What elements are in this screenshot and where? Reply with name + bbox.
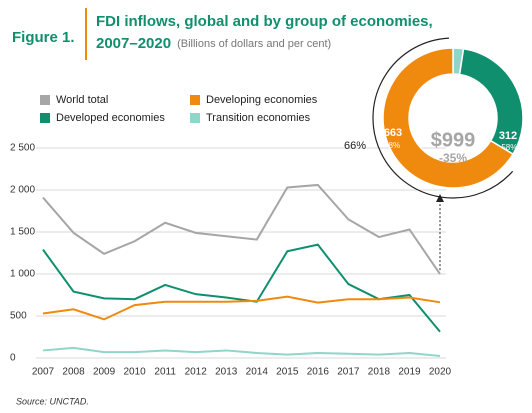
x-tick-label: 2012 bbox=[185, 367, 208, 378]
legend-swatch bbox=[190, 95, 200, 105]
x-tick-label: 2016 bbox=[307, 367, 330, 378]
legend-swatch bbox=[190, 113, 200, 123]
subtitle: (Billions of dollars and per cent) bbox=[177, 38, 331, 50]
chart-title-line2: 2007–2020 (Billions of dollars and per ce… bbox=[96, 35, 331, 52]
figure-label: Figure 1. bbox=[12, 29, 75, 46]
x-tick-label: 2008 bbox=[62, 367, 85, 378]
donut-change: -58% bbox=[499, 143, 518, 152]
donut-total-change: -35% bbox=[439, 151, 467, 165]
y-tick-label: 500 bbox=[10, 311, 27, 322]
legend-label: World total bbox=[56, 94, 108, 106]
y-tick-label: 1 500 bbox=[10, 227, 35, 238]
legend-label: Transition economies bbox=[206, 112, 311, 124]
donut-segment bbox=[382, 47, 514, 189]
x-tick-label: 2020 bbox=[429, 367, 452, 378]
x-tick-label: 2013 bbox=[215, 367, 238, 378]
legend-swatch bbox=[40, 113, 50, 123]
x-tick-label: 2011 bbox=[154, 367, 176, 378]
y-tick-label: 1 000 bbox=[10, 269, 35, 280]
legend-label: Developed economies bbox=[56, 112, 165, 124]
share-bracket bbox=[372, 37, 514, 199]
donut-value: 663 bbox=[384, 127, 402, 139]
donut-value: 312 bbox=[499, 130, 517, 142]
x-tick-label: 2007 bbox=[32, 367, 55, 378]
series-line bbox=[42, 243, 441, 333]
title-years: 2007–2020 bbox=[96, 35, 171, 52]
x-tick-label: 2018 bbox=[368, 367, 391, 378]
chart-title: FDI inflows, global and by group of econ… bbox=[96, 13, 433, 30]
x-tick-label: 2009 bbox=[93, 367, 116, 378]
source: Source: UNCTAD. bbox=[16, 396, 89, 406]
y-tick-label: 2 000 bbox=[10, 185, 35, 196]
legend-label: Developing economies bbox=[206, 94, 318, 106]
series-line bbox=[42, 295, 441, 321]
series-line bbox=[42, 183, 441, 275]
donut-total: $999 bbox=[431, 129, 476, 151]
y-tick-label: 0 bbox=[10, 353, 16, 364]
series-line bbox=[42, 346, 441, 357]
x-tick-label: 2015 bbox=[276, 367, 299, 378]
x-tick-label: 2010 bbox=[123, 367, 146, 378]
pointer-head bbox=[436, 194, 444, 202]
y-tick-label: 2 500 bbox=[10, 143, 35, 154]
x-tick-label: 2019 bbox=[398, 367, 421, 378]
donut-change: -8% bbox=[386, 141, 400, 150]
x-tick-label: 2017 bbox=[337, 367, 360, 378]
x-tick-label: 2014 bbox=[246, 367, 269, 378]
legend-swatch bbox=[40, 95, 50, 105]
share-label: 66% bbox=[344, 140, 366, 152]
